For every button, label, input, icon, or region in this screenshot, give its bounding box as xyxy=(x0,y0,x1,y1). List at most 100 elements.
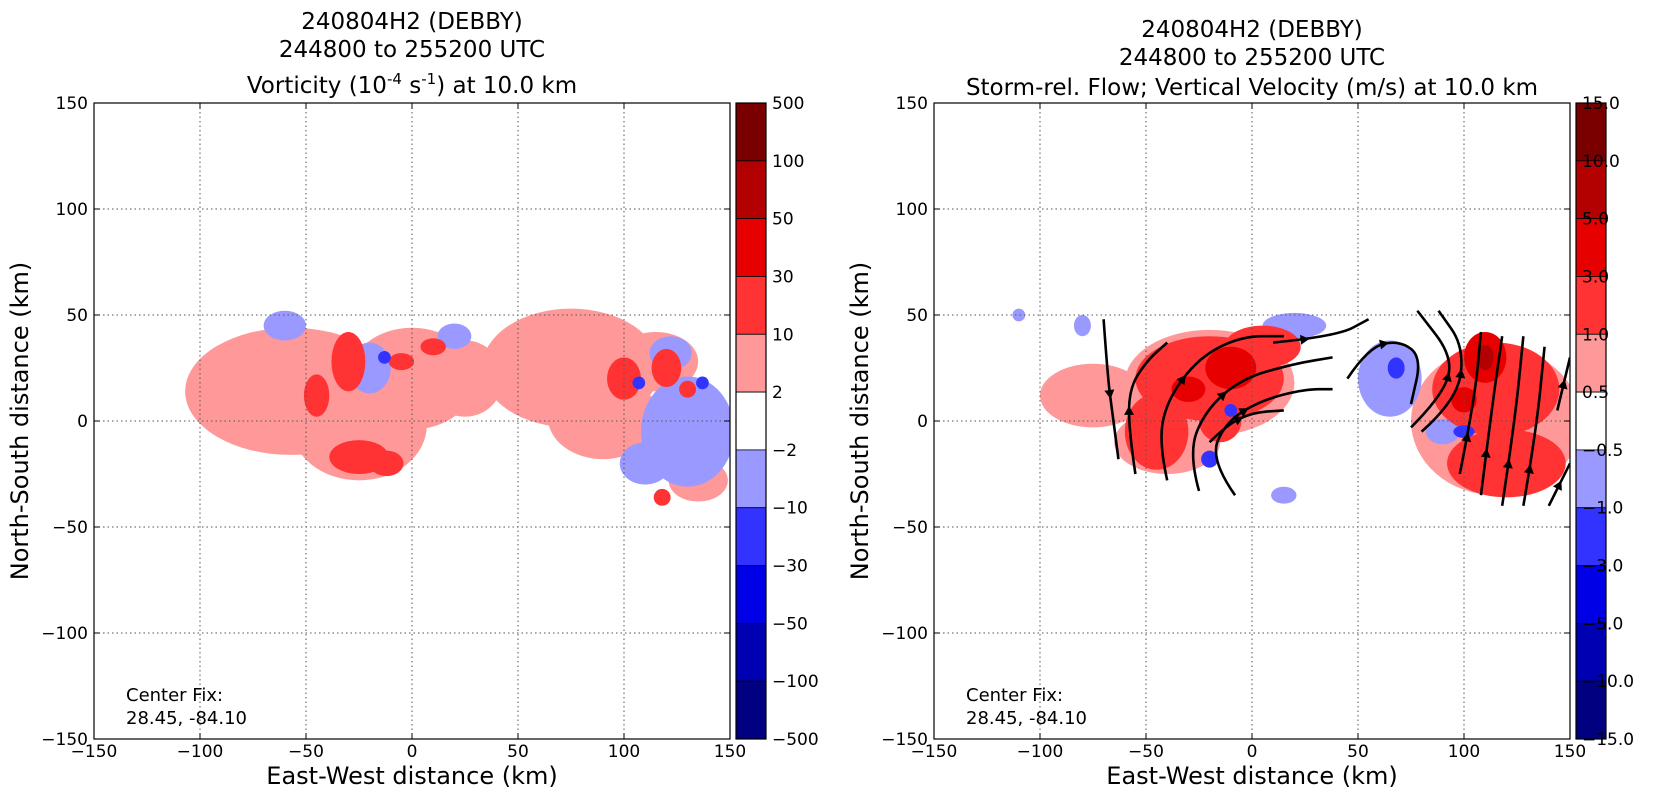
chart-title-line-2: 244800 to 255200 UTC xyxy=(279,37,545,63)
x-tick-label: −100 xyxy=(177,742,224,762)
x-axis-ticks: −150 −100 −50 0 50 100 150 xyxy=(911,103,1586,762)
streamline-arrowhead xyxy=(1502,458,1513,469)
streamline-arrowhead xyxy=(1216,391,1227,402)
colorbar-label: 3.0 xyxy=(1582,267,1609,287)
colorbar-segment xyxy=(735,449,767,509)
colorbar-label: 1.0 xyxy=(1582,325,1609,345)
colorbar-label: −30 xyxy=(772,557,808,577)
x-tick-label: −150 xyxy=(911,742,958,762)
chart-title-line-1: 240804H2 (DEBBY) xyxy=(1141,17,1363,43)
streamline-arrowhead xyxy=(1557,379,1568,390)
x-tick-label: 0 xyxy=(407,742,418,762)
colorbar-label: −3.0 xyxy=(1582,557,1623,577)
y-tick-label: −150 xyxy=(41,730,88,750)
colorbar-segment xyxy=(1575,160,1607,220)
colorbar-label: 10 xyxy=(772,325,794,345)
y-tick-label: 100 xyxy=(896,200,928,220)
x-axis-ticks: −150 −100 −50 0 50 100 150 xyxy=(71,103,746,762)
field-contour-patch xyxy=(696,376,709,390)
x-axis-label: East-West distance (km) xyxy=(266,762,557,790)
field-contour-patch xyxy=(1358,340,1422,417)
colorbar-label: 0.5 xyxy=(1582,383,1609,403)
colorbar-segment xyxy=(1575,102,1607,162)
colorbar-label: −2 xyxy=(772,441,797,461)
center-fix-label: Center Fix: xyxy=(966,685,1063,706)
x-tick-label: 100 xyxy=(608,742,640,762)
colorbar-segment xyxy=(735,102,767,162)
streamline xyxy=(1500,336,1525,506)
center-fix-value: 28.45, -84.10 xyxy=(126,708,247,729)
field-contour-patch xyxy=(651,348,682,388)
field-contour-patch xyxy=(1073,315,1091,337)
streamline xyxy=(1346,341,1420,405)
streamline xyxy=(1127,341,1169,475)
y-axis-label: North-South distance (km) xyxy=(6,262,34,581)
colorbar-label: 50 xyxy=(772,210,794,230)
y-axis-label: North-South distance (km) xyxy=(846,262,874,581)
y-tick-label: 50 xyxy=(66,306,88,326)
colorbar-segment xyxy=(1575,680,1607,740)
colorbar-label: −50 xyxy=(772,614,808,634)
x-tick-label: −50 xyxy=(288,742,324,762)
field-contour-patch xyxy=(420,338,446,356)
streamline xyxy=(1458,331,1483,475)
colorbar-label: 30 xyxy=(772,267,794,287)
field-contour-patch xyxy=(632,376,646,390)
colorbar-label: −10.0 xyxy=(1582,672,1634,692)
field-contour-patch xyxy=(263,310,306,341)
colorbar-segment xyxy=(1575,449,1607,509)
streamline xyxy=(1479,336,1504,496)
colorbar-label: 15.0 xyxy=(1582,94,1620,114)
field-contour-patch xyxy=(388,353,415,371)
field-contour-patch xyxy=(378,351,391,364)
streamline-arrowhead xyxy=(1442,372,1452,383)
streamline-arrowhead xyxy=(1379,339,1389,350)
colorbar-segment xyxy=(735,160,767,220)
streamline-arrowhead xyxy=(1176,375,1186,386)
streamline-arrowhead xyxy=(1238,408,1249,417)
chart-title-line-1: 240804H2 (DEBBY) xyxy=(301,9,523,35)
colorbar-label: −1.0 xyxy=(1582,499,1623,519)
field-contour-patch xyxy=(303,374,330,417)
colorbar-label: 5.0 xyxy=(1582,210,1609,230)
y-tick-label: −100 xyxy=(41,624,88,644)
colorbar-label: −100 xyxy=(772,672,819,692)
x-tick-label: 50 xyxy=(507,742,529,762)
y-tick-label: 150 xyxy=(896,94,928,114)
y-tick-label: −50 xyxy=(892,518,928,538)
y-tick-label: −100 xyxy=(881,624,928,644)
colorbar: 500 100 50 30 10 2 −2 −10 −30 −50 −100 −500 xyxy=(735,94,819,750)
colorbar-segment xyxy=(735,622,767,682)
streamline-arrowhead xyxy=(1455,368,1466,379)
colorbar-segment xyxy=(735,333,767,393)
y-tick-label: 100 xyxy=(56,200,88,220)
streamline xyxy=(1273,318,1370,344)
field-contour-patch xyxy=(1425,418,1460,445)
streamline-arrowhead xyxy=(1233,416,1244,426)
colorbar-segment xyxy=(1575,218,1607,277)
field-contour-patch xyxy=(1387,357,1405,379)
colorbar-label: −500 xyxy=(772,730,819,750)
center-fix-value: 28.45, -84.10 xyxy=(966,708,1087,729)
colorbar-label: −5.0 xyxy=(1582,614,1623,634)
colorbar-label: −0.5 xyxy=(1582,441,1623,461)
field-contour-patch xyxy=(1012,308,1026,322)
colorbar-segment xyxy=(735,276,767,335)
y-tick-label: 50 xyxy=(906,306,928,326)
field-contour-patch xyxy=(1271,486,1297,504)
colorbar-label: −15.0 xyxy=(1582,730,1634,750)
field-contour-patch xyxy=(1224,404,1238,417)
y-tick-label: 150 xyxy=(56,94,88,114)
field-contour-patch xyxy=(679,380,697,398)
chart-title-field: Vorticity (10-4 s-1) at 10.0 km xyxy=(247,70,577,99)
colorbar-segment xyxy=(735,507,767,566)
x-tick-label: −100 xyxy=(1017,742,1064,762)
y-axis-ticks: −150 −100 −50 0 50 100 150 xyxy=(881,94,1570,750)
vorticity-field xyxy=(185,308,730,506)
center-fix-label: Center Fix: xyxy=(126,685,223,706)
y-tick-label: 0 xyxy=(917,412,928,432)
vertical-velocity-panel: 240804H2 (DEBBY) 244800 to 255200 UTC St… xyxy=(846,17,1634,790)
colorbar-segment xyxy=(735,680,767,740)
x-tick-label: 50 xyxy=(1347,742,1369,762)
